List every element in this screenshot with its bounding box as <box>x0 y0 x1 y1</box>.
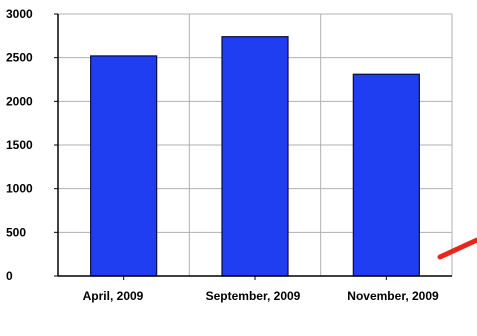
red-arrow-icon <box>437 237 477 260</box>
y-tick-label: 3000 <box>6 7 33 21</box>
y-tick-labels: 0 500 1000 1500 2000 2500 3000 <box>6 7 33 283</box>
x-tick-label: April, 2009 <box>83 289 144 303</box>
bars <box>90 36 420 277</box>
y-tick-label: 0 <box>6 269 13 283</box>
y-tick-label: 2000 <box>6 94 33 108</box>
y-tick-label: 500 <box>6 225 26 239</box>
bar <box>352 73 420 277</box>
y-tick-label: 1000 <box>6 182 33 196</box>
x-tick-labels: April, 2009 September, 2009 November, 2009 <box>83 289 439 303</box>
annotation-arrow <box>437 237 477 260</box>
bar <box>221 36 289 277</box>
y-tick-label: 1500 <box>6 138 33 152</box>
y-tick-label: 2500 <box>6 51 33 65</box>
x-tick-label: September, 2009 <box>206 289 301 303</box>
x-tick-label: November, 2009 <box>347 289 439 303</box>
axes <box>54 13 452 280</box>
bar <box>90 55 158 277</box>
